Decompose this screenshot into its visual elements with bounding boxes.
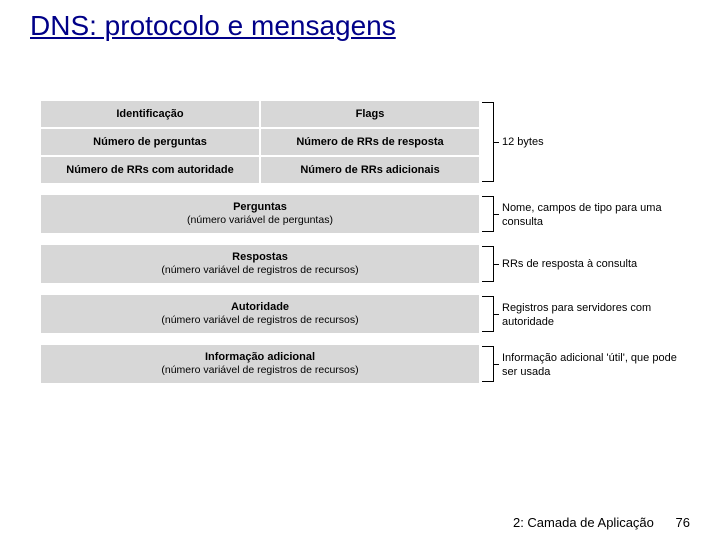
annotation-text: Registros para servidores com autoridade bbox=[502, 302, 680, 330]
cell-sub: (número variável de perguntas) bbox=[187, 214, 333, 228]
bracket-authority bbox=[480, 294, 498, 334]
cell-label: Número de perguntas bbox=[93, 135, 207, 149]
annotation-text: Nome, campos de tipo para uma consulta bbox=[502, 202, 680, 230]
cell-additional: Informação adicional (número variável de… bbox=[40, 344, 480, 384]
cell-num-answer-rrs: Número de RRs de resposta bbox=[260, 128, 480, 156]
cell-num-authority-rrs: Número de RRs com autoridade bbox=[40, 156, 260, 184]
bracket-questions bbox=[480, 194, 498, 234]
cell-authority: Autoridade (número variável de registros… bbox=[40, 294, 480, 334]
cell-main: Respostas bbox=[232, 250, 288, 264]
cell-identification: Identificação bbox=[40, 100, 260, 128]
bracket-answers bbox=[480, 244, 498, 284]
header-block: Identificação Flags Número de perguntas … bbox=[40, 100, 480, 184]
cell-label: Identificação bbox=[116, 107, 183, 121]
page-number: 76 bbox=[676, 515, 690, 530]
cell-label: Número de RRs adicionais bbox=[300, 163, 439, 177]
cell-questions: Perguntas (número variável de perguntas) bbox=[40, 194, 480, 234]
annot-header: 12 bytes bbox=[498, 100, 680, 184]
cell-label: Número de RRs com autoridade bbox=[66, 163, 233, 177]
cell-sub: (número variável de registros de recurso… bbox=[161, 264, 358, 278]
cell-num-additional-rrs: Número de RRs adicionais bbox=[260, 156, 480, 184]
cell-main: Perguntas bbox=[233, 200, 287, 214]
cell-label: Número de RRs de resposta bbox=[296, 135, 443, 149]
page-title: DNS: protocolo e mensagens bbox=[30, 10, 396, 42]
annotation-text: RRs de resposta à consulta bbox=[502, 258, 637, 272]
cell-main: Autoridade bbox=[231, 300, 289, 314]
cell-sub: (número variável de registros de recurso… bbox=[161, 314, 358, 328]
bracket-header bbox=[480, 100, 498, 184]
cell-sub: (número variável de registros de recurso… bbox=[161, 364, 358, 378]
annotation-text: Informação adicional 'útil', que pode se… bbox=[502, 352, 680, 380]
dns-message-diagram: Identificação Flags Número de perguntas … bbox=[40, 100, 680, 384]
footer: 2: Camada de Aplicação 76 bbox=[513, 515, 690, 530]
cell-main: Informação adicional bbox=[205, 350, 315, 364]
cell-num-questions: Número de perguntas bbox=[40, 128, 260, 156]
annotation-text: 12 bytes bbox=[502, 136, 544, 150]
bracket-additional bbox=[480, 344, 498, 384]
cell-answers: Respostas (número variável de registros … bbox=[40, 244, 480, 284]
cell-label: Flags bbox=[356, 107, 385, 121]
footer-text: 2: Camada de Aplicação bbox=[513, 515, 654, 530]
cell-flags: Flags bbox=[260, 100, 480, 128]
